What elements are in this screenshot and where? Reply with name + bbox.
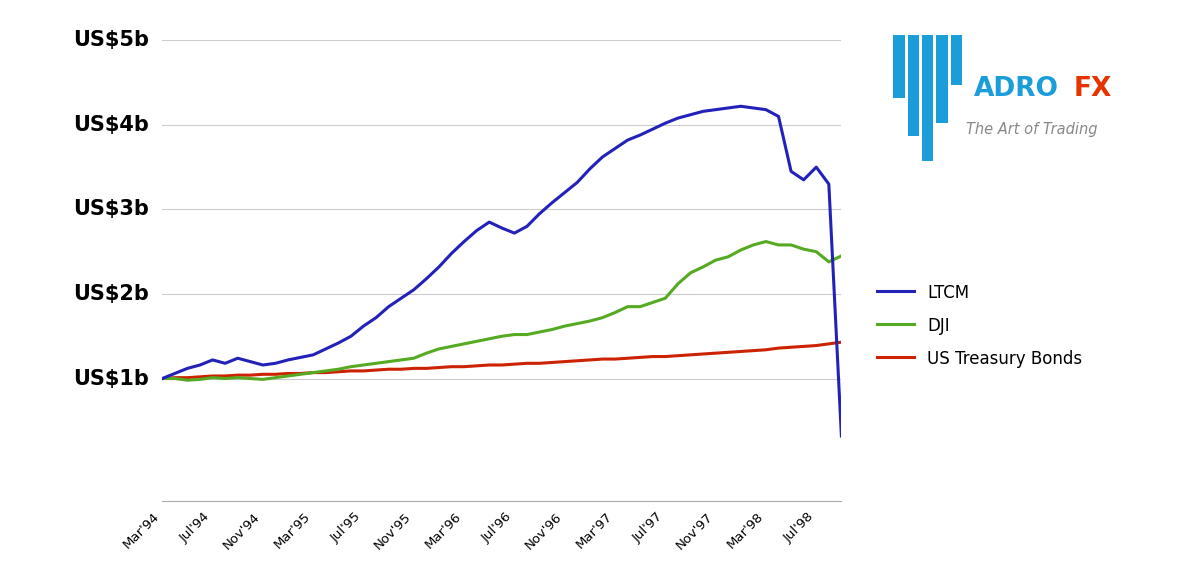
Bar	[922, 35, 934, 161]
Text: ADRO: ADRO	[974, 76, 1059, 103]
Bar	[908, 35, 920, 136]
Bar	[936, 35, 948, 123]
Bar	[951, 35, 963, 85]
Bar	[893, 35, 905, 98]
Text: The Art of Trading: The Art of Trading	[965, 122, 1097, 137]
Text: FX: FX	[1073, 76, 1112, 103]
Legend: LTCM, DJI, US Treasury Bonds: LTCM, DJI, US Treasury Bonds	[877, 284, 1082, 368]
